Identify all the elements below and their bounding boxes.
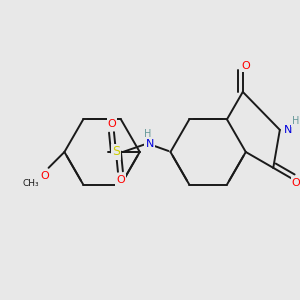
Text: O: O	[116, 175, 125, 185]
Text: H: H	[144, 129, 152, 139]
Text: S: S	[112, 146, 120, 158]
Text: O: O	[108, 119, 116, 129]
Text: O: O	[242, 61, 250, 71]
Text: CH₃: CH₃	[22, 179, 39, 188]
Text: H: H	[292, 116, 299, 126]
Text: N: N	[146, 139, 154, 149]
Text: O: O	[40, 171, 49, 181]
Text: O: O	[292, 178, 300, 188]
Text: N: N	[284, 125, 292, 135]
